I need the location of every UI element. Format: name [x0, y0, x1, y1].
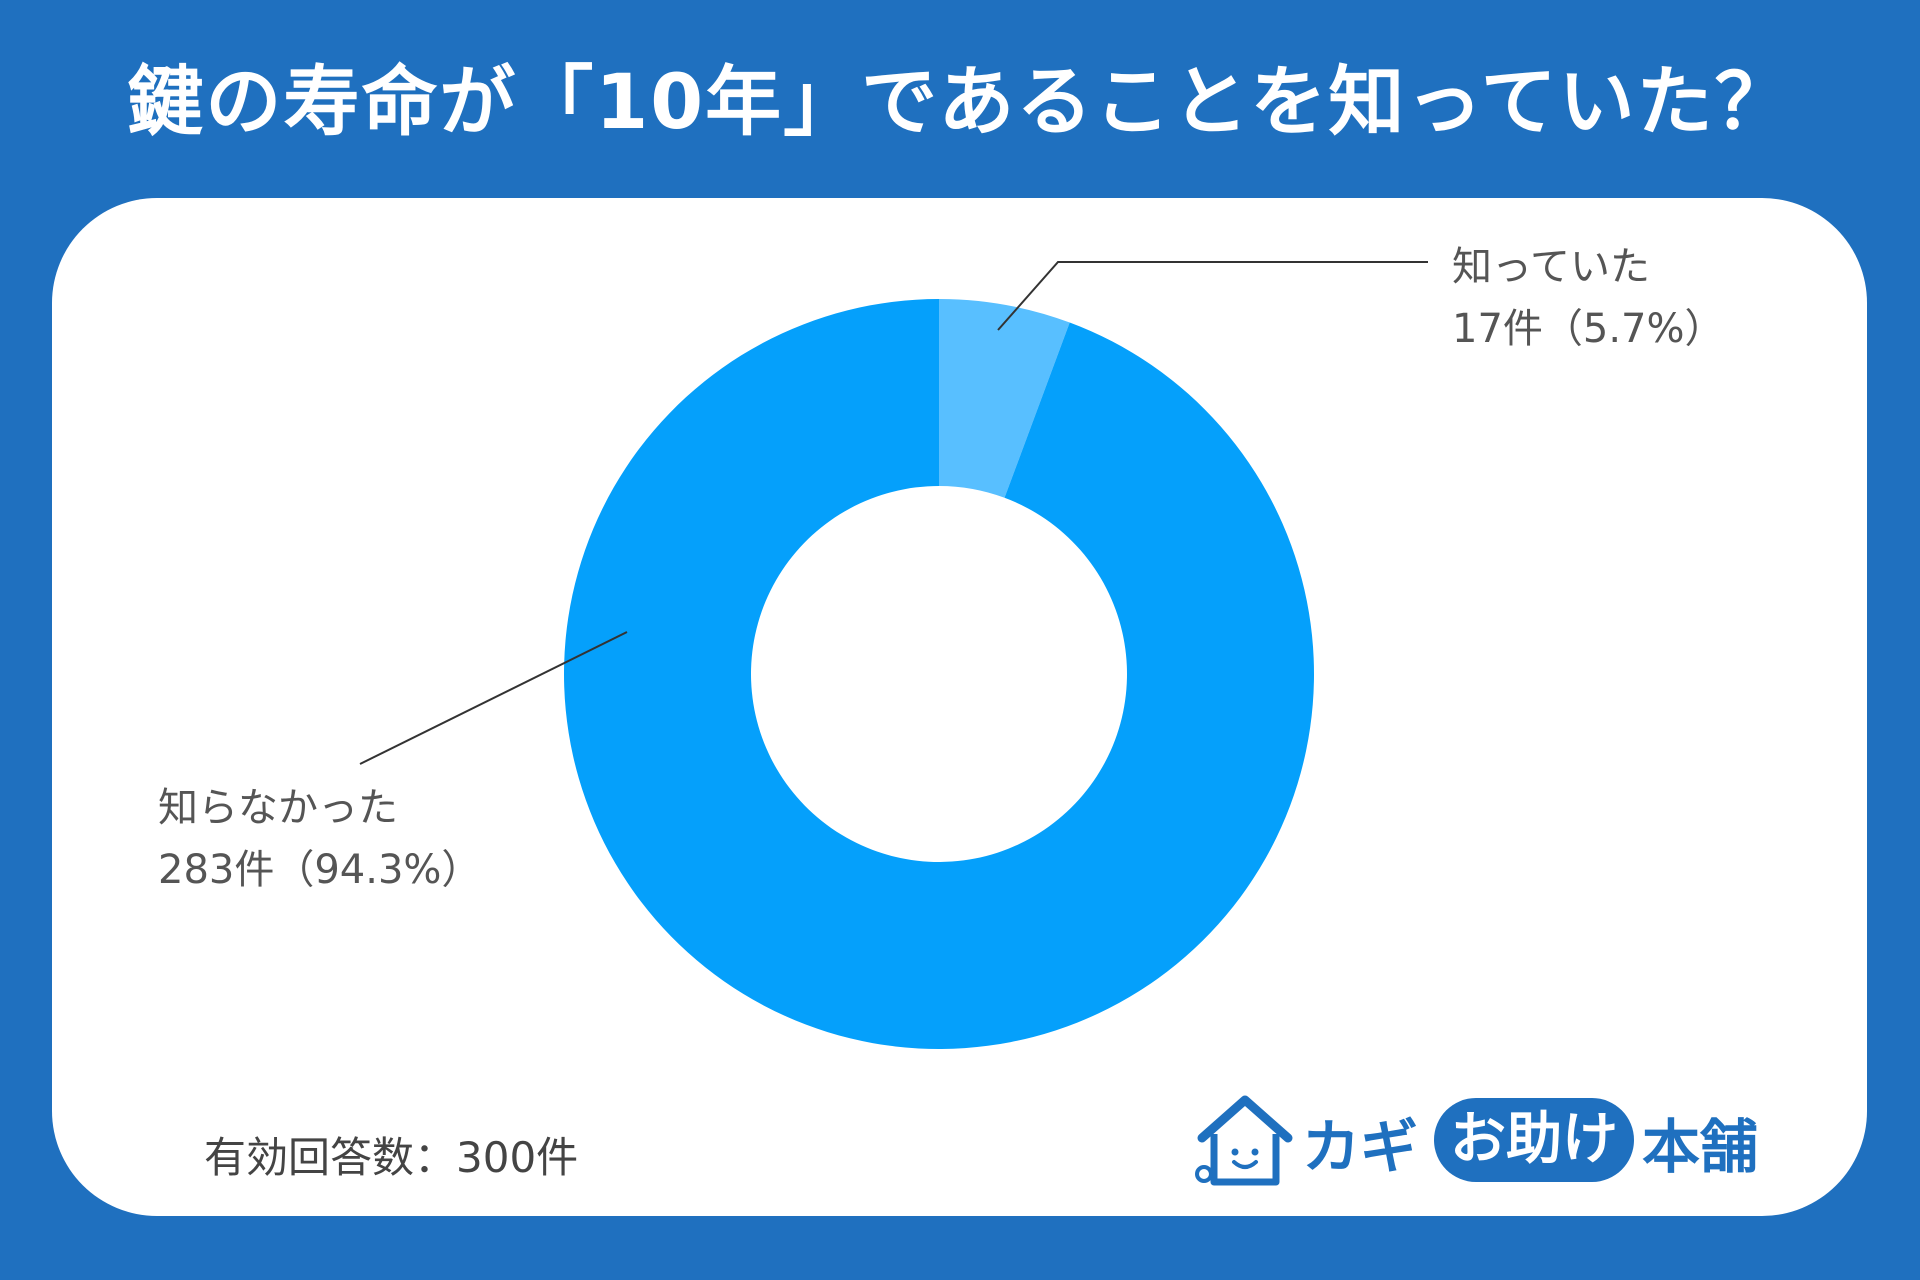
chart-title: 鍵の寿命が「10年」であることを知っていた？ [127, 57, 1793, 146]
donut-slice-did-not-know [564, 298, 1314, 1050]
label-knew-count: 17件（5.7%） [1452, 306, 1725, 352]
donut-slice-knew [939, 299, 1070, 498]
sample-size-note: 有効回答数：300件 [204, 1133, 579, 1182]
label-did-not-know-count: 283件（94.3%） [158, 847, 482, 893]
logo-text-otasuke: お助け [1434, 1098, 1634, 1182]
logo-text-honpo: 本舗 [1642, 1113, 1759, 1181]
leader-line-did-not-know [359, 631, 628, 765]
label-knew-name: 知っていた [1452, 244, 1650, 290]
label-did-not-know: 知らなかった 283件（94.3%） [158, 777, 481, 901]
house-key-icon [1195, 1095, 1293, 1186]
leader-line-knew [997, 261, 1428, 331]
label-knew: 知っていた 17件（5.7%） [1452, 236, 1725, 360]
label-did-not-know-name: 知らなかった [158, 785, 398, 831]
brand-logo: カギ お助け 本舗 [1190, 1086, 1758, 1196]
logo-text-kagi: カギ [1302, 1113, 1419, 1181]
